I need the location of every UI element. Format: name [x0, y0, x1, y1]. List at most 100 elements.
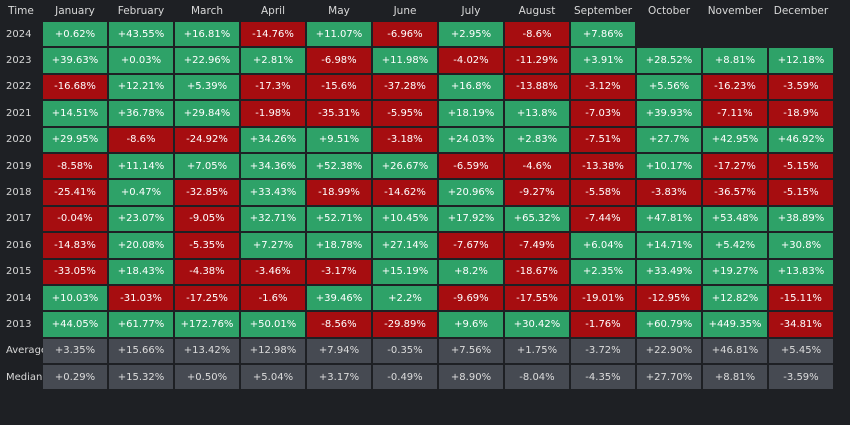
return-cell: +36.78%: [109, 101, 173, 126]
return-cell: +23.07%: [109, 206, 173, 232]
month-header-september: September: [573, 4, 633, 17]
return-cell: -18.99%: [307, 180, 371, 205]
return-cell: -17.3%: [241, 74, 305, 100]
return-cell: +13.8%: [505, 101, 569, 126]
return-cell: +12.82%: [703, 285, 767, 311]
median-cell: +5.04%: [241, 365, 305, 390]
return-cell: +33.43%: [241, 180, 305, 205]
return-cell: -5.58%: [571, 180, 635, 205]
return-cell: +2.81%: [241, 48, 305, 73]
return-cell: +0.03%: [109, 48, 173, 73]
return-cell: +10.17%: [637, 153, 701, 179]
return-cell: -5.15%: [769, 153, 833, 179]
return-cell: -7.03%: [571, 101, 635, 126]
return-cell: +27.14%: [373, 233, 437, 258]
return-cell: [637, 22, 701, 46]
return-cell: +52.71%: [307, 206, 371, 232]
month-header-june: June: [393, 4, 417, 17]
return-cell: +2.95%: [439, 22, 503, 47]
return-cell: +11.98%: [373, 48, 437, 73]
return-cell: +11.14%: [109, 153, 173, 179]
return-cell: +32.71%: [241, 206, 305, 232]
return-cell: +43.55%: [109, 22, 173, 47]
return-cell: -6.59%: [439, 153, 503, 179]
year-label-2014: 2014: [6, 292, 32, 304]
monthly-returns-table: Time January February March April May June July…: [6, 4, 833, 390]
average-cell: +12.98%: [241, 338, 305, 364]
return-cell: -3.12%: [571, 74, 635, 100]
return-cell: -5.95%: [373, 101, 437, 126]
return-cell: +0.62%: [43, 22, 107, 47]
month-header-march: March: [190, 4, 223, 17]
month-header-december: December: [773, 4, 829, 17]
return-cell: -14.62%: [373, 180, 437, 205]
return-cell: +5.42%: [703, 233, 767, 258]
return-cell: -3.46%: [241, 259, 305, 284]
return-cell: -5.15%: [769, 180, 833, 205]
median-cell: -8.04%: [505, 365, 569, 390]
return-cell: -7.67%: [439, 233, 503, 258]
median-cell: -0.49%: [373, 365, 437, 390]
year-label-2016: 2016: [6, 239, 32, 251]
return-cell: [769, 22, 833, 46]
return-cell: +8.81%: [703, 48, 767, 73]
return-cell: -33.05%: [43, 259, 107, 284]
return-cell: -3.18%: [373, 127, 437, 152]
return-cell: +18.43%: [109, 259, 173, 284]
return-cell: -1.6%: [241, 285, 305, 311]
return-cell: +42.95%: [703, 127, 767, 152]
month-header-august: August: [518, 4, 556, 17]
return-cell: +30.42%: [505, 312, 569, 337]
return-cell: +14.71%: [637, 233, 701, 258]
return-cell: +13.83%: [769, 259, 833, 284]
return-cell: +0.47%: [109, 180, 173, 205]
month-header-november: November: [707, 4, 763, 17]
return-cell: -36.57%: [703, 180, 767, 205]
return-cell: -12.95%: [637, 285, 701, 311]
return-cell: -31.03%: [109, 285, 173, 311]
return-cell: -6.96%: [373, 22, 437, 47]
return-cell: -3.59%: [769, 74, 833, 100]
return-cell: +10.45%: [373, 206, 437, 232]
return-cell: +10.03%: [43, 285, 107, 311]
median-cell: +0.50%: [175, 365, 239, 390]
return-cell: +11.07%: [307, 22, 371, 47]
return-cell: -16.23%: [703, 74, 767, 100]
year-label-2024: 2024: [6, 28, 32, 40]
return-cell: -13.88%: [505, 74, 569, 100]
year-label-2022: 2022: [6, 81, 32, 93]
return-cell: +14.51%: [43, 101, 107, 126]
return-cell: +50.01%: [241, 312, 305, 337]
return-cell: -11.29%: [505, 48, 569, 73]
return-cell: -14.76%: [241, 22, 305, 47]
return-cell: -6.98%: [307, 48, 371, 73]
year-label-2018: 2018: [6, 187, 32, 199]
return-cell: -1.98%: [241, 101, 305, 126]
return-cell: +16.8%: [439, 74, 503, 100]
return-cell: +29.84%: [175, 101, 239, 126]
month-header-july: July: [461, 4, 481, 17]
return-cell: +7.86%: [571, 22, 635, 47]
return-cell: -16.68%: [43, 74, 107, 100]
return-cell: -9.27%: [505, 180, 569, 205]
return-cell: -17.55%: [505, 285, 569, 311]
return-cell: -5.35%: [175, 233, 239, 258]
return-cell: -25.41%: [43, 180, 107, 205]
return-cell: +17.92%: [439, 206, 503, 232]
year-label-2020: 2020: [6, 134, 32, 146]
average-cell: +7.56%: [439, 338, 503, 364]
return-cell: +2.2%: [373, 285, 437, 311]
average-cell: +3.35%: [43, 338, 107, 364]
return-cell: +6.04%: [571, 233, 635, 258]
return-cell: +24.03%: [439, 127, 503, 152]
return-cell: +7.05%: [175, 153, 239, 179]
return-cell: -14.83%: [43, 233, 107, 258]
return-cell: -34.81%: [769, 312, 833, 337]
return-cell: +18.19%: [439, 101, 503, 126]
return-cell: -8.58%: [43, 153, 107, 179]
median-row-label: Median: [6, 371, 43, 383]
median-cell: +8.81%: [703, 365, 767, 390]
year-label-2013: 2013: [6, 318, 32, 330]
return-cell: +15.19%: [373, 259, 437, 284]
return-cell: +9.6%: [439, 312, 503, 337]
